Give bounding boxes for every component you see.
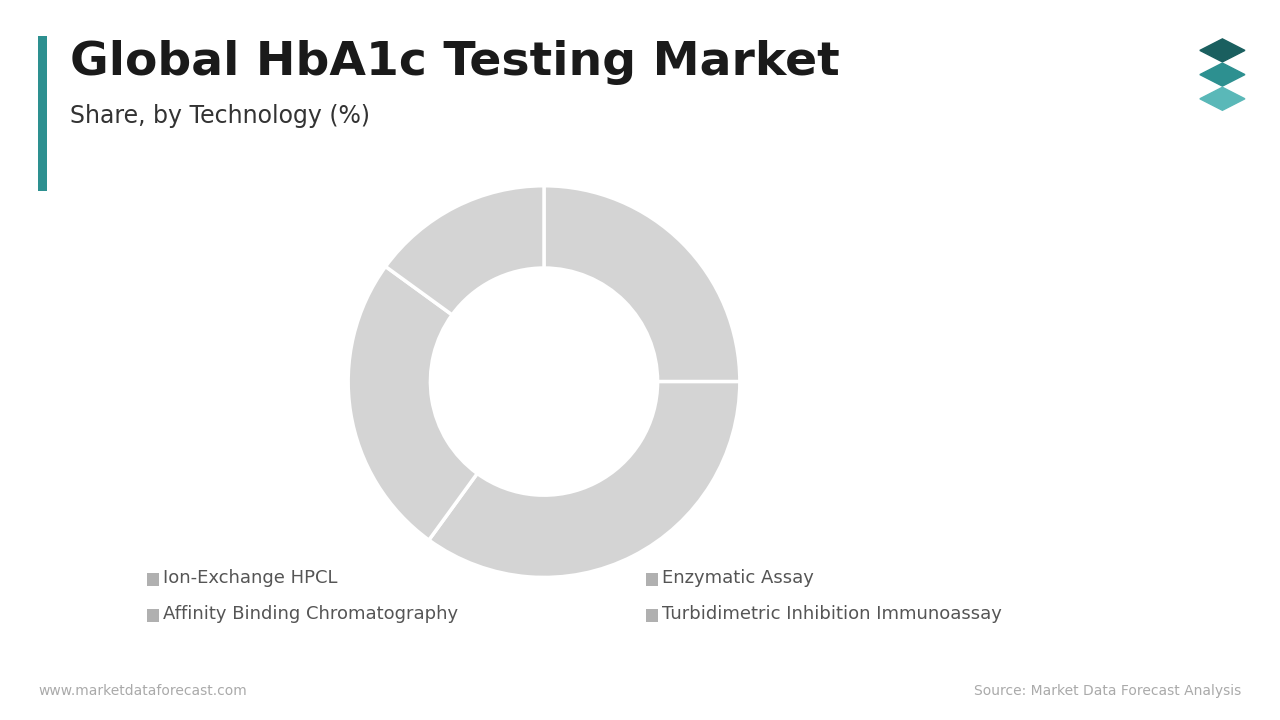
Wedge shape: [385, 186, 544, 315]
Text: Affinity Binding Chromatography: Affinity Binding Chromatography: [163, 605, 458, 624]
Polygon shape: [1199, 87, 1245, 110]
Polygon shape: [1199, 63, 1245, 86]
Polygon shape: [1199, 39, 1245, 62]
Text: Global HbA1c Testing Market: Global HbA1c Testing Market: [70, 40, 840, 85]
Text: Ion-Exchange HPCL: Ion-Exchange HPCL: [163, 569, 337, 588]
Bar: [147, 573, 159, 586]
Wedge shape: [429, 382, 740, 577]
Wedge shape: [348, 266, 477, 540]
Bar: [38, 36, 47, 191]
Bar: [147, 609, 159, 622]
Text: www.marketdataforecast.com: www.marketdataforecast.com: [38, 685, 247, 698]
Text: Enzymatic Assay: Enzymatic Assay: [662, 569, 814, 588]
Bar: [646, 609, 658, 622]
Wedge shape: [544, 186, 740, 382]
Text: Share, by Technology (%): Share, by Technology (%): [70, 104, 370, 128]
Text: Source: Market Data Forecast Analysis: Source: Market Data Forecast Analysis: [974, 685, 1242, 698]
Text: Turbidimetric Inhibition Immunoassay: Turbidimetric Inhibition Immunoassay: [662, 605, 1002, 624]
Bar: [646, 573, 658, 586]
